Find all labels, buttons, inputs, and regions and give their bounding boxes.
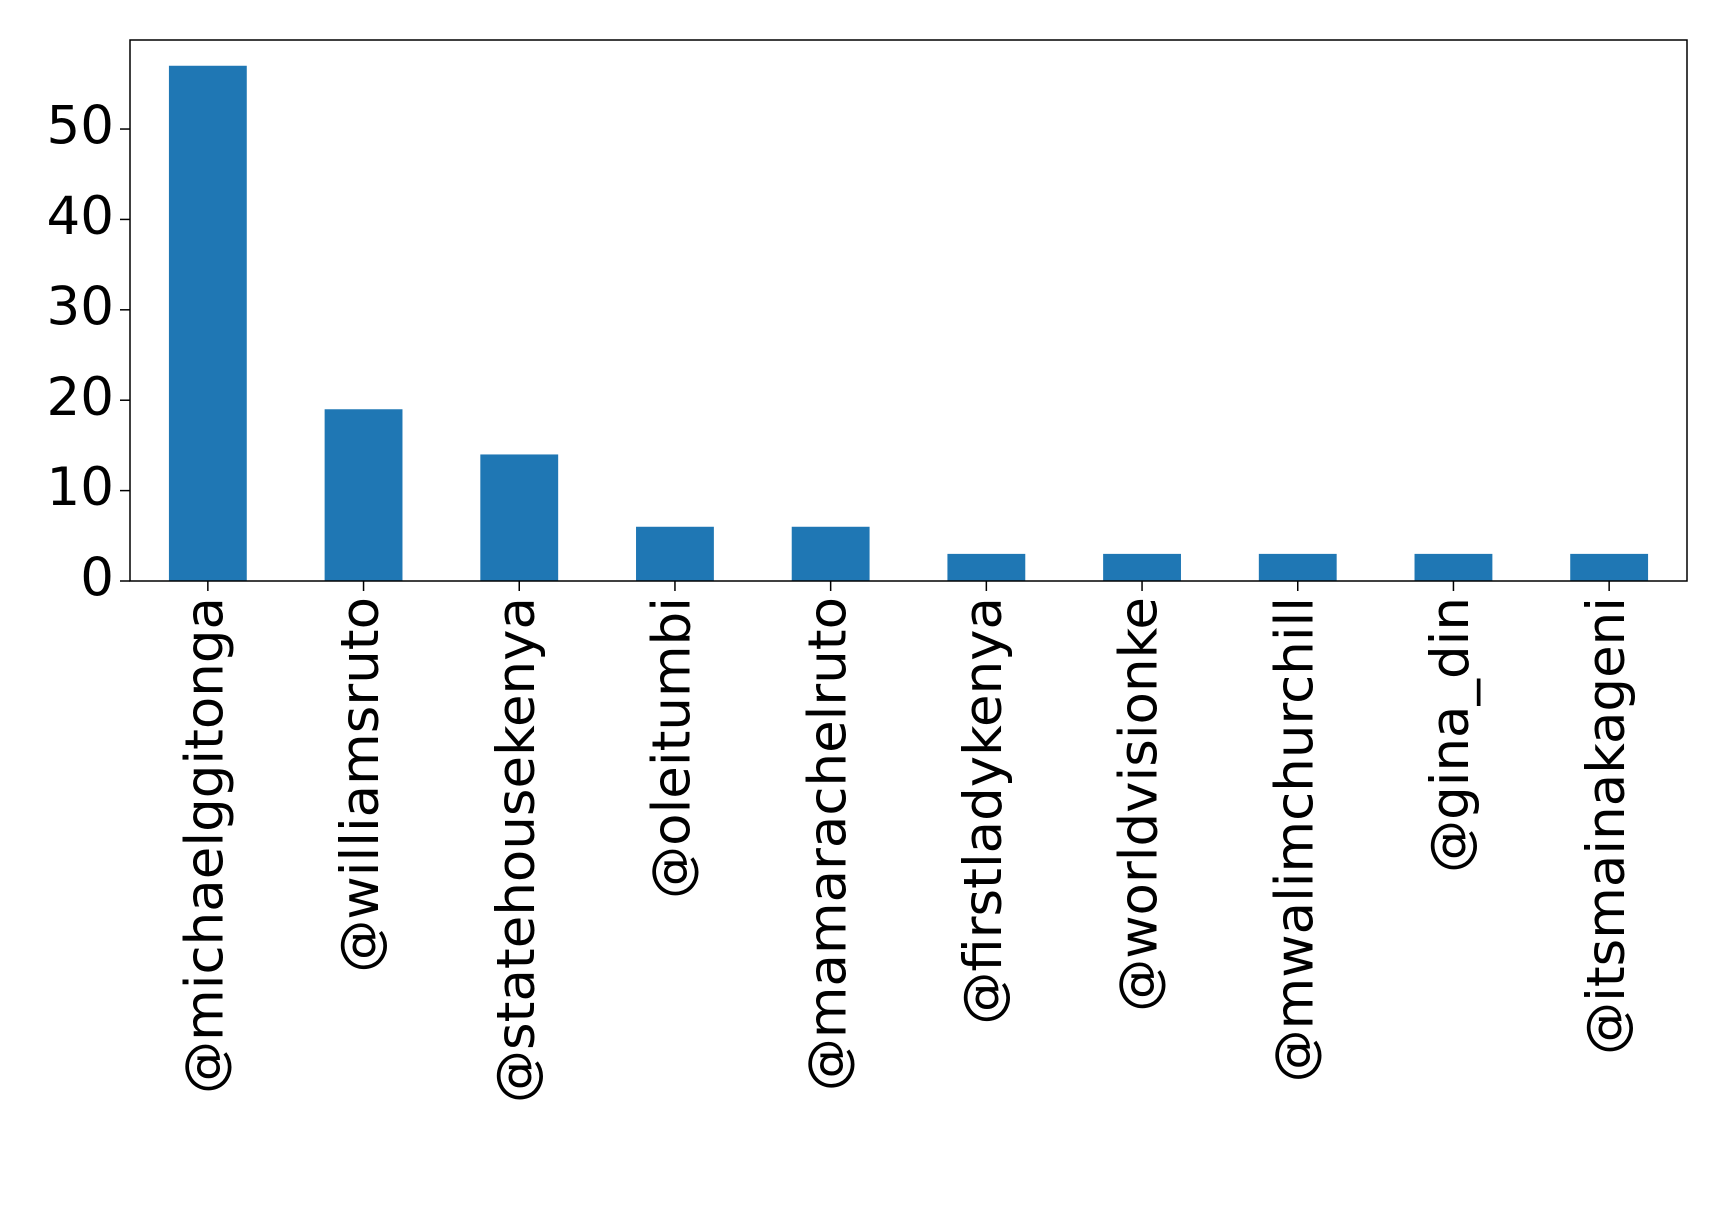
x-tick-label: @mwalimchurchill [1264, 597, 1325, 1082]
bar [480, 454, 559, 581]
bar [947, 553, 1026, 581]
x-tick-label: @gina_din [1420, 597, 1481, 873]
y-tick-label: 10 [47, 457, 114, 518]
x-tick-label: @oleitumbi [642, 597, 703, 899]
y-tick-label: 20 [47, 367, 114, 428]
y-tick-label: 50 [47, 96, 114, 157]
x-tick-label: @mamarachelruto [797, 597, 858, 1091]
bar [791, 526, 870, 581]
plot-frame [129, 39, 1688, 582]
bar [1103, 553, 1181, 581]
x-tick-label: @worldvisionke [1109, 597, 1170, 1012]
x-tick-label: @firstladykenya [953, 597, 1014, 1025]
bar [1570, 553, 1649, 581]
bar [1258, 553, 1337, 581]
bar [168, 65, 247, 581]
x-tick-label: @itsmainakageni [1576, 597, 1637, 1055]
x-tick-label: @michaelggitonga [174, 597, 235, 1094]
bar [324, 409, 403, 581]
bar [636, 526, 714, 581]
y-tick-label: 40 [47, 186, 114, 247]
y-tick-label: 0 [80, 548, 114, 609]
bar [1414, 553, 1493, 581]
x-tick-label: @williamsruto [330, 597, 391, 973]
y-tick-label: 30 [47, 276, 114, 337]
x-tick-label: @statehousekenya [486, 597, 547, 1103]
